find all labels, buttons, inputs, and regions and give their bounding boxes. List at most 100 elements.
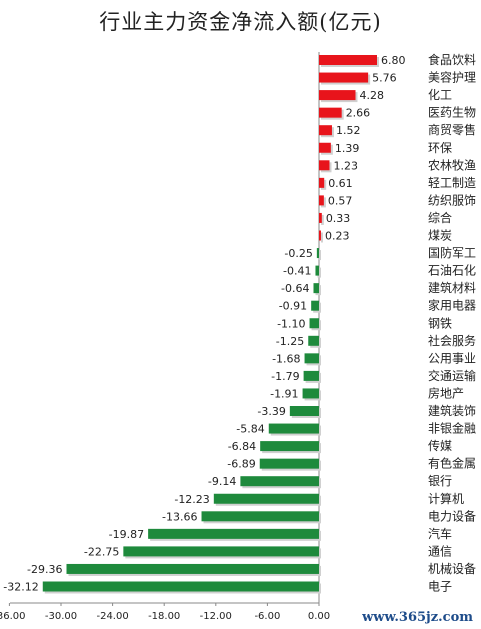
data-label: 5.76 [372, 72, 397, 85]
bar [311, 300, 319, 311]
category-label: 汽车 [428, 526, 452, 541]
data-label: 0.61 [328, 177, 353, 190]
bar [213, 493, 319, 504]
bar [303, 370, 319, 381]
x-tick-label: 0.00 [308, 611, 330, 622]
bar [319, 230, 321, 241]
bar [316, 248, 319, 259]
bar [268, 423, 319, 434]
data-label: -1.25 [276, 335, 304, 348]
category-label: 非银金融 [428, 421, 476, 436]
bar [289, 406, 319, 416]
data-label: 0.57 [328, 194, 353, 207]
bar [313, 283, 319, 294]
x-tick-label: -36.00 [0, 611, 26, 622]
category-label: 美容护理 [428, 70, 476, 85]
data-label: 1.52 [336, 124, 361, 137]
bar [315, 265, 319, 276]
bar [302, 388, 319, 399]
category-label: 综合 [428, 210, 452, 225]
bar-shadow [321, 232, 323, 243]
bar [42, 581, 319, 592]
category-label: 钢铁 [428, 316, 452, 330]
data-label: -1.79 [271, 370, 299, 383]
category-label: 石油石化 [428, 264, 476, 278]
x-tick-label: -12.00 [200, 611, 232, 622]
bar [148, 528, 319, 539]
bar [240, 476, 319, 487]
category-label: 家用电器 [428, 298, 476, 313]
data-label: -0.91 [279, 300, 307, 313]
data-label: -3.39 [257, 405, 285, 418]
bar [304, 353, 319, 364]
bar [319, 55, 377, 65]
bar [319, 212, 322, 223]
bar [308, 335, 319, 346]
category-label: 国防军工 [428, 245, 476, 260]
data-label: -29.36 [27, 563, 62, 576]
data-label: -19.87 [109, 528, 144, 541]
data-label: 0.33 [326, 212, 351, 225]
bar [319, 107, 342, 118]
category-label: 建筑材料 [428, 280, 476, 295]
category-label: 建筑装饰 [428, 403, 476, 418]
data-label: -32.12 [3, 581, 38, 594]
category-label: 医药生物 [428, 106, 476, 120]
category-label: 传媒 [428, 438, 452, 453]
data-label: 0.23 [325, 230, 350, 243]
bar [319, 72, 369, 83]
category-label: 交通运输 [428, 368, 476, 383]
category-label: 电子 [428, 580, 452, 594]
bar [259, 458, 319, 469]
category-label: 食品饮料 [428, 52, 476, 67]
x-tick-label: -18.00 [148, 611, 180, 622]
bar-shadow [318, 250, 321, 261]
data-label: 6.80 [381, 54, 406, 67]
data-label: -1.68 [272, 352, 300, 365]
category-label: 煤炭 [428, 229, 452, 243]
category-label: 房地产 [428, 385, 464, 400]
category-label: 银行 [428, 474, 452, 488]
bar [319, 125, 332, 136]
data-label: -13.66 [162, 510, 197, 523]
watermark: www.365jz.com [362, 610, 473, 625]
data-label: 1.23 [333, 159, 358, 172]
data-label: 2.66 [346, 107, 371, 120]
data-label: -0.25 [284, 247, 312, 260]
bar-shadow [321, 214, 324, 225]
x-tick-label: -6.00 [254, 611, 280, 622]
category-label: 计算机 [428, 491, 464, 506]
category-label: 公用事业 [428, 351, 476, 365]
category-label: 社会服务 [428, 333, 476, 348]
data-label: -1.10 [277, 317, 305, 330]
bar [319, 195, 324, 206]
data-label: -0.41 [283, 265, 311, 278]
category-label: 纺织服饰 [428, 193, 476, 207]
x-tick-label: -30.00 [45, 611, 77, 622]
category-label: 有色金属 [428, 456, 476, 471]
data-label: -5.84 [236, 423, 264, 436]
chart-title: 行业主力资金净流入额(亿元) [99, 10, 382, 34]
data-label: -0.64 [281, 282, 309, 295]
category-label: 电力设备 [428, 509, 476, 523]
data-label: -12.23 [174, 493, 209, 506]
bar [201, 511, 319, 522]
category-label: 轻工制造 [428, 176, 476, 190]
bar [260, 441, 319, 452]
bar [319, 90, 356, 101]
data-label: -1.91 [270, 387, 298, 400]
data-label: -22.75 [84, 545, 119, 558]
data-label: 1.39 [335, 142, 360, 155]
bar [66, 563, 319, 574]
x-tick-label: -24.00 [96, 611, 128, 622]
data-label: -6.89 [227, 458, 255, 471]
bar-shadow [317, 267, 321, 278]
category-label: 商贸零售 [428, 122, 476, 137]
data-label: -9.14 [208, 475, 236, 488]
category-label: 环保 [428, 141, 452, 155]
category-label: 通信 [428, 544, 452, 558]
bar [309, 318, 319, 329]
bar [319, 177, 325, 188]
data-label: -6.84 [228, 440, 256, 453]
